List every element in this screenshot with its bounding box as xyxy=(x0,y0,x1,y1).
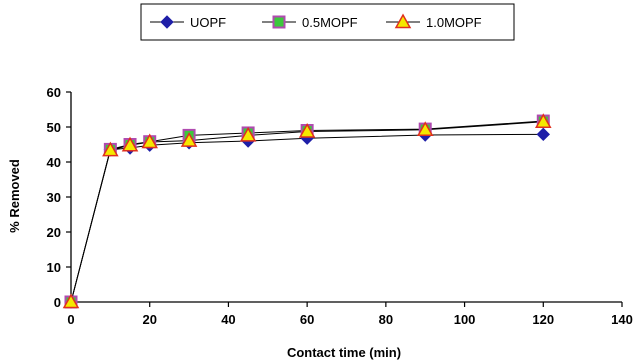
x-tick-label: 60 xyxy=(300,312,314,327)
legend-label: 0.5MOPF xyxy=(302,15,358,30)
legend-marker-uopf xyxy=(160,15,174,29)
legend: UOPF 0.5MOPF 1.0MOPF xyxy=(140,3,515,41)
data-point-1.0mopf xyxy=(416,121,434,137)
y-tick-label: 60 xyxy=(47,85,61,100)
data-point-1.0mopf xyxy=(102,141,119,157)
legend-marker-0.5mopf xyxy=(272,15,286,29)
y-tick-label: 50 xyxy=(47,120,61,135)
legend-marker-1.0mopf xyxy=(394,13,412,29)
legend-label: 1.0MOPF xyxy=(426,15,482,30)
y-axis-title: % Removed xyxy=(7,159,22,233)
series-line-uopf xyxy=(70,133,544,303)
legend-label: UOPF xyxy=(190,15,226,30)
x-tick-label: 20 xyxy=(142,312,156,327)
x-tick-label: 80 xyxy=(379,312,393,327)
data-point-1.0mopf xyxy=(180,132,198,147)
data-point-1.0mopf xyxy=(121,136,139,152)
series-line-1.0mopf xyxy=(70,121,544,303)
data-point-1.0mopf xyxy=(62,293,80,309)
x-tick-label: 120 xyxy=(532,312,554,327)
x-tick-label: 100 xyxy=(454,312,476,327)
x-tick-label: 0 xyxy=(67,312,74,327)
data-point-1.0mopf xyxy=(298,123,316,138)
y-tick-label: 30 xyxy=(47,190,61,205)
data-point-uopf xyxy=(536,127,550,142)
data-point-1.0mopf xyxy=(239,126,257,142)
y-tick-label: 20 xyxy=(47,225,61,240)
data-point-1.0mopf xyxy=(535,113,552,128)
x-tick-label: 140 xyxy=(611,312,633,327)
y-tick-label: 10 xyxy=(47,260,61,275)
y-tick-label: 40 xyxy=(47,155,61,170)
legend-box xyxy=(140,3,515,41)
y-tick-label: 0 xyxy=(54,295,61,310)
x-tick-label: 40 xyxy=(221,312,235,327)
x-axis-title: Contact time (min) xyxy=(287,345,401,360)
plot-area: 0 20 40 60 80 100 120 140 0 10 20 30 40 50 60 xyxy=(47,85,633,327)
data-point-1.0mopf xyxy=(141,133,158,149)
